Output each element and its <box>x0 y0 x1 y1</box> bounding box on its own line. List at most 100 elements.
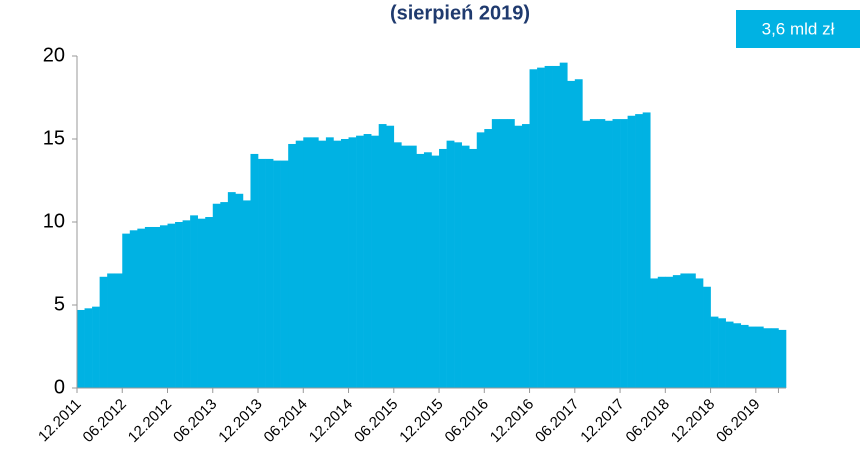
x-tick-label: 06.2018 <box>623 396 673 446</box>
bar <box>484 129 493 389</box>
x-tick-label: 12.2011 <box>35 396 85 446</box>
bar <box>265 158 274 388</box>
bar <box>348 137 357 388</box>
bar <box>672 275 681 388</box>
y-tick-label: 5 <box>54 293 65 315</box>
annotation-box <box>736 10 860 48</box>
bar <box>522 124 530 388</box>
bar <box>250 153 259 388</box>
bar <box>220 202 229 388</box>
bar <box>612 119 621 388</box>
bar <box>408 145 417 388</box>
bar <box>393 142 402 388</box>
bar <box>129 230 138 388</box>
bar <box>755 326 764 388</box>
bar <box>144 226 153 388</box>
bar <box>431 155 440 388</box>
bar <box>703 286 711 388</box>
x-tick-label: 06.2015 <box>351 396 401 446</box>
bar <box>695 278 704 388</box>
bar <box>589 119 598 388</box>
bar <box>567 80 576 389</box>
bar <box>175 222 183 388</box>
bar <box>122 233 131 388</box>
bar <box>227 192 236 388</box>
bar <box>280 160 289 388</box>
bar <box>190 215 198 388</box>
x-tick-label: 12.2012 <box>125 396 175 446</box>
bar <box>439 148 447 388</box>
annotation: 3,6 mld zł <box>762 19 835 38</box>
bar <box>552 65 561 389</box>
bar <box>303 137 312 388</box>
bar <box>318 140 327 388</box>
bar <box>423 152 432 388</box>
bar <box>386 125 395 388</box>
bar <box>137 228 146 388</box>
x-tick-label: 06.2017 <box>532 396 582 446</box>
bar <box>665 276 674 388</box>
bar <box>559 62 568 388</box>
bar <box>416 153 425 388</box>
bar <box>537 67 545 389</box>
bar <box>454 142 462 388</box>
bar <box>461 145 470 388</box>
bar <box>242 200 251 388</box>
bar <box>333 140 342 388</box>
x-tick-label: 12.2018 <box>668 396 718 446</box>
bar <box>310 137 319 388</box>
bar <box>114 273 123 388</box>
bar <box>778 329 787 388</box>
bar <box>182 220 191 388</box>
bar <box>77 309 85 388</box>
bar <box>710 316 719 388</box>
bar <box>642 112 651 388</box>
x-tick-label: 12.2015 <box>396 396 446 446</box>
bar <box>770 328 779 388</box>
bar <box>491 119 500 388</box>
chart-title: (sierpień 2019) <box>390 2 530 24</box>
y-tick-label: 20 <box>43 44 65 66</box>
bar <box>152 226 161 388</box>
bar <box>597 119 606 388</box>
bar <box>288 143 297 388</box>
bar <box>748 326 757 388</box>
bar <box>446 140 455 388</box>
bar <box>84 308 93 388</box>
bar <box>107 273 116 388</box>
bar <box>212 203 221 388</box>
bar <box>687 273 696 388</box>
x-tick-label: 06.2016 <box>442 396 492 446</box>
bar <box>627 115 636 388</box>
bar <box>273 160 281 388</box>
bar <box>620 119 628 388</box>
x-tick-label: 06.2019 <box>713 396 763 446</box>
bar <box>740 324 749 388</box>
bar <box>258 158 266 388</box>
bar <box>167 223 176 388</box>
bar <box>476 132 485 388</box>
bar <box>680 273 689 388</box>
bar <box>159 225 168 388</box>
bar <box>378 124 387 388</box>
bar <box>529 69 538 388</box>
bar <box>235 193 244 388</box>
bar <box>657 276 666 388</box>
bar <box>574 79 583 389</box>
bar <box>514 125 523 388</box>
bar <box>733 323 742 388</box>
x-tick-label: 12.2013 <box>215 396 265 446</box>
bar <box>356 135 364 388</box>
bar <box>604 120 613 389</box>
bar <box>205 217 214 388</box>
bar <box>371 135 380 388</box>
bar <box>763 328 772 388</box>
bar <box>635 114 643 388</box>
x-tick-label: 06.2014 <box>261 396 311 446</box>
y-tick-label: 10 <box>43 210 65 232</box>
bar <box>725 321 734 388</box>
bar <box>506 119 515 388</box>
y-tick-label: 0 <box>54 376 65 398</box>
bar <box>499 119 508 388</box>
